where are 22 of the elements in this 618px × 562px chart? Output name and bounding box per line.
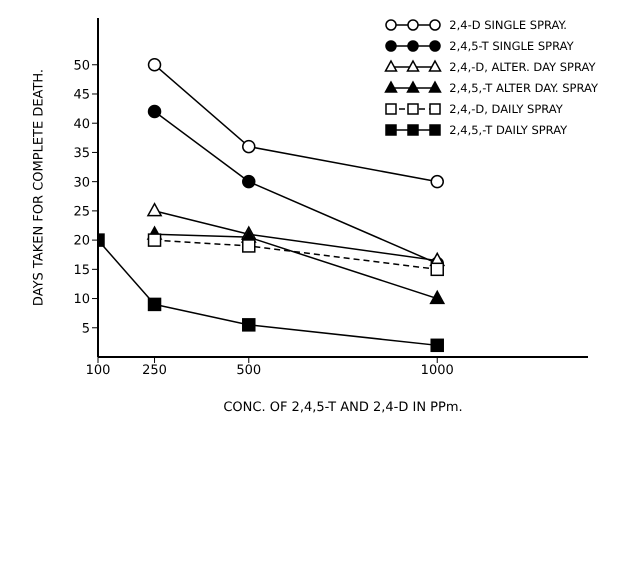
y-axis-title: DAYS TAKEN FOR COMPLETE DEATH.	[32, 68, 47, 306]
legend-label: 2,4-D SINGLE SPRAY.	[449, 18, 567, 32]
legend-label: 2,4,5,-T ALTER DAY. SPRAY	[449, 80, 598, 94]
x-tick-label: 500	[236, 363, 262, 378]
y-tick-label: 45	[73, 88, 90, 103]
x-axis-title: CONC. OF 2,4,5-T AND 2,4-D IN PPm.	[223, 400, 463, 415]
y-tick-label: 10	[73, 292, 90, 308]
y-tick-label: 20	[73, 234, 90, 249]
x-tick-label: 100	[86, 363, 110, 378]
y-tick-label: 5	[82, 321, 90, 336]
legend-label: 2,4,5-T SINGLE SPRAY	[449, 38, 574, 52]
y-tick-label: 25	[73, 204, 90, 220]
y-tick-label: 35	[73, 146, 90, 162]
y-tick-label: 15	[73, 262, 90, 278]
legend-label: 2,4,-D, ALTER. DAY SPRAY	[449, 60, 596, 74]
y-tick-label: 40	[73, 116, 90, 132]
y-tick-label: 50	[73, 58, 90, 74]
legend-label: 2,4,5,-T DAILY SPRAY	[449, 122, 568, 136]
x-tick-label: 1000	[420, 363, 454, 378]
y-tick-label: 30	[73, 175, 90, 190]
x-tick-label: 250	[142, 363, 167, 378]
legend-label: 2,4,-D, DAILY SPRAY	[449, 102, 563, 116]
